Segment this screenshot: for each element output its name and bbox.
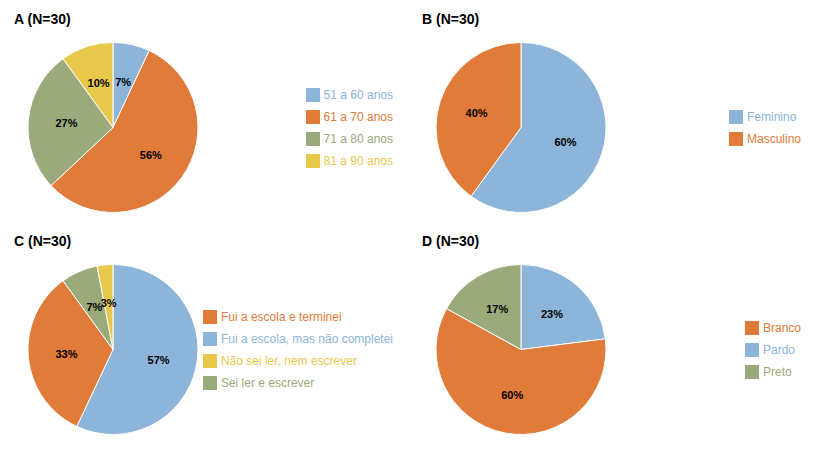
html-text:C (N=30): C (N=30) xyxy=(14,233,72,249)
html-text:51 a 60 anos: 51 a 60 anos xyxy=(323,87,393,102)
html-text:A (N=30): A (N=30) xyxy=(14,11,71,27)
html-text:61 a 70 anos: 61 a 70 anos xyxy=(323,109,393,124)
html-text:Não sei ler, nem escrever: Não sei ler, nem escrever xyxy=(220,353,357,368)
html-text:Masculino: Masculino xyxy=(747,131,801,146)
html-text:81 a 90 anos: 81 a 90 anos xyxy=(323,153,393,168)
html-text:Branco: Branco xyxy=(763,320,801,335)
svg-text:23%: 23% xyxy=(541,308,563,320)
html-text:Fui a escola e terminei: Fui a escola e terminei xyxy=(220,309,342,324)
html-text:Preto: Preto xyxy=(763,364,792,379)
svg-text:57%: 57% xyxy=(148,354,170,366)
html-text:Fui a escola, mas não complete: Fui a escola, mas não completei xyxy=(220,331,393,346)
svg-text:33%: 33% xyxy=(55,348,77,360)
svg-text:27%: 27% xyxy=(55,117,77,129)
html-text:Feminino: Feminino xyxy=(747,109,797,124)
svg-text:56%: 56% xyxy=(140,149,162,161)
svg-text:7%: 7% xyxy=(115,76,131,88)
html-text:Sei ler e escrever: Sei ler e escrever xyxy=(220,375,315,390)
html-text:B (N=30): B (N=30) xyxy=(422,11,480,27)
svg-text:60%: 60% xyxy=(554,136,576,148)
html-text:71 a 80 anos: 71 a 80 anos xyxy=(323,131,393,146)
svg-text:40%: 40% xyxy=(466,107,488,119)
html-text:D (N=30): D (N=30) xyxy=(422,233,480,249)
svg-text:10%: 10% xyxy=(88,77,110,89)
svg-text:60%: 60% xyxy=(501,389,523,401)
svg-text:3%: 3% xyxy=(101,297,117,309)
html-text:Pardo: Pardo xyxy=(763,342,795,357)
svg-text:17%: 17% xyxy=(486,303,508,315)
svg-text:7%: 7% xyxy=(86,300,103,313)
